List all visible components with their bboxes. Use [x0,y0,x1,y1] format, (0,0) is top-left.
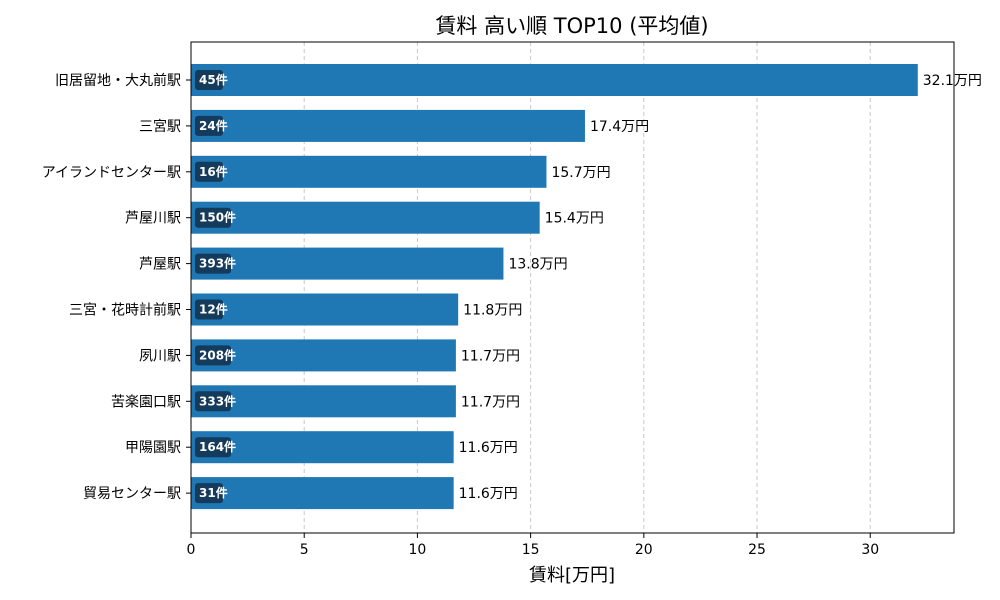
count-label: 24件 [199,118,228,133]
category-label: 苦楽園口駅 [111,394,181,410]
count-badge [195,345,231,366]
bar [191,477,454,510]
count-label: 208件 [199,347,236,362]
count-label: 16件 [199,164,228,179]
category-label: 甲陽園駅 [125,440,181,456]
bar [191,155,547,188]
bar [191,64,918,96]
value-label: 11.7万円 [461,348,520,364]
count-badge [195,115,223,136]
value-label: 11.8万円 [463,303,522,319]
value-label: 17.4万円 [590,119,649,135]
bars: 32.1万円 45件 17.4万円 24件 15.7万円 16件 15.4万円 150件 13.… [191,64,982,510]
category-label: 夙川駅 [139,348,181,364]
count-label: 150件 [199,210,236,225]
count-badge [195,161,223,182]
x-axis: 0 5 10 15 20 25 30 [187,533,879,558]
value-label: 15.4万円 [545,211,604,227]
count-label: 393件 [199,256,236,271]
category-label: 三宮駅 [139,119,181,135]
x-tick-label: 20 [635,542,653,558]
category-label: 旧居留地・大丸前駅 [55,72,181,89]
category-label: アイランドセンター駅 [42,165,181,181]
plot-area-frame [190,41,955,534]
x-tick-label: 15 [522,542,540,558]
x-tick-label: 5 [300,542,309,558]
bar [191,247,504,280]
count-label: 31件 [199,485,228,500]
count-badge [195,299,223,320]
value-label: 11.7万円 [461,394,520,410]
count-label: 164件 [199,439,236,454]
count-badge [195,391,231,412]
count-label: 333件 [199,393,236,408]
count-label: 45件 [199,72,228,87]
x-tick-label: 0 [187,542,196,558]
value-label: 15.7万円 [551,165,610,181]
x-tick-label: 10 [408,542,426,558]
count-badge [195,437,231,458]
count-label: 12件 [199,302,228,317]
category-label: 芦屋川駅 [125,211,181,227]
x-axis-label: 賃料[万円] [529,565,615,586]
bar [191,109,585,142]
x-tick-label: 30 [861,542,879,558]
count-badge [195,70,223,90]
bar [191,385,456,418]
x-tick-label: 25 [748,542,766,558]
bar [191,293,459,326]
y-axis: 旧居留地・大丸前駅三宮駅アイランドセンター駅芦屋川駅芦屋駅三宮・花時計前駅夙川駅… [42,72,191,502]
bar [191,201,540,234]
count-badge [195,207,231,228]
value-label: 32.1万円 [923,73,982,89]
count-badge [195,253,231,274]
category-label: 貿易センター駅 [83,486,181,502]
count-badge [195,483,223,504]
value-label: 13.8万円 [508,257,567,273]
value-label: 11.6万円 [459,486,518,502]
value-label: 11.6万円 [459,440,518,456]
chart-title: 賃料 高い順 TOP10 (平均値) [435,14,708,38]
category-label: 芦屋駅 [139,257,181,273]
bar [191,339,456,372]
bar [191,431,454,464]
category-label: 三宮・花時計前駅 [69,302,181,319]
